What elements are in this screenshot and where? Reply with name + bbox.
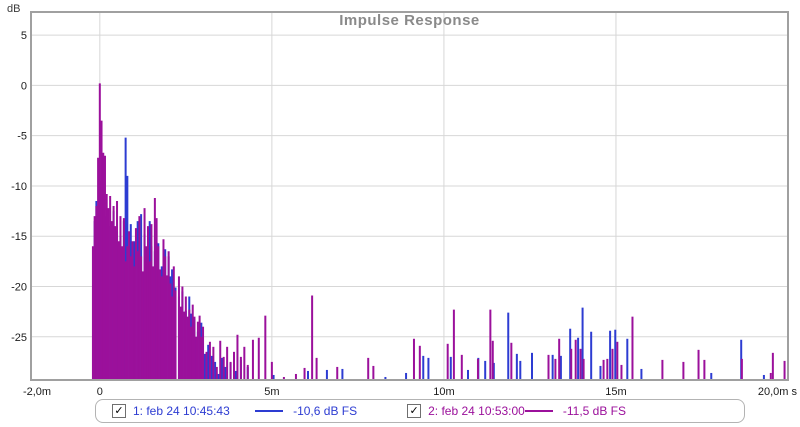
legend-item-measurement-1: ✓ 1: feb 24 10:45:43 -10,6 dB FS bbox=[112, 400, 407, 422]
x-tick-label: -2,0m bbox=[23, 386, 51, 398]
y-axis-unit-label: dB bbox=[7, 3, 21, 15]
measurement-2-level: -11,5 dB FS bbox=[562, 404, 626, 418]
x-tick-label: 15m bbox=[605, 386, 626, 398]
y-axis-tick-labels: 5 0 -5 -10 -15 -20 -25 bbox=[11, 30, 27, 344]
x-tick-label: 10m bbox=[433, 386, 454, 398]
y-tick-label: -20 bbox=[11, 281, 27, 293]
y-tick-label: 5 bbox=[21, 30, 27, 42]
plot-border bbox=[30, 11, 789, 381]
y-tick-label: -25 bbox=[11, 332, 27, 344]
x-axis-tick-labels: -2,0m 0 5m 10m 15m 20,0m s bbox=[23, 386, 798, 398]
measurement-2-label: 2: feb 24 10:53:00 bbox=[428, 404, 525, 418]
y-tick-label: -10 bbox=[11, 181, 27, 193]
check-icon: ✓ bbox=[409, 404, 419, 417]
series-2-spikes bbox=[91, 83, 786, 379]
x-tick-label: 20,0m s bbox=[758, 386, 798, 398]
impulse-response-plot: 5 0 -5 -10 -15 -20 -25 -2,0m 0 5m 10m 15m 20,0m s bbox=[11, 11, 798, 398]
measurement-2-checkbox[interactable]: ✓ bbox=[407, 404, 422, 418]
y-tick-label: 0 bbox=[21, 80, 27, 92]
legend-item-measurement-2: ✓ 2: feb 24 10:53:00 -11,5 dB FS bbox=[407, 400, 744, 422]
check-icon: ✓ bbox=[114, 404, 124, 417]
y-tick-label: -15 bbox=[11, 231, 27, 243]
measurement-2-line-sample bbox=[524, 410, 553, 412]
x-tick-label: 5m bbox=[264, 386, 279, 398]
measurement-1-level: -10,6 dB FS bbox=[293, 404, 358, 418]
x-tick-label: 0 bbox=[97, 386, 103, 398]
gridlines bbox=[31, 12, 788, 380]
measurement-1-label: 1: feb 24 10:45:43 bbox=[133, 404, 230, 418]
legend: ✓ 1: feb 24 10:45:43 -10,6 dB FS ✓ 2: fe… bbox=[95, 399, 745, 423]
measurement-1-checkbox[interactable]: ✓ bbox=[112, 404, 126, 418]
y-tick-label: -5 bbox=[17, 131, 27, 143]
measurement-1-line-sample bbox=[255, 410, 284, 412]
